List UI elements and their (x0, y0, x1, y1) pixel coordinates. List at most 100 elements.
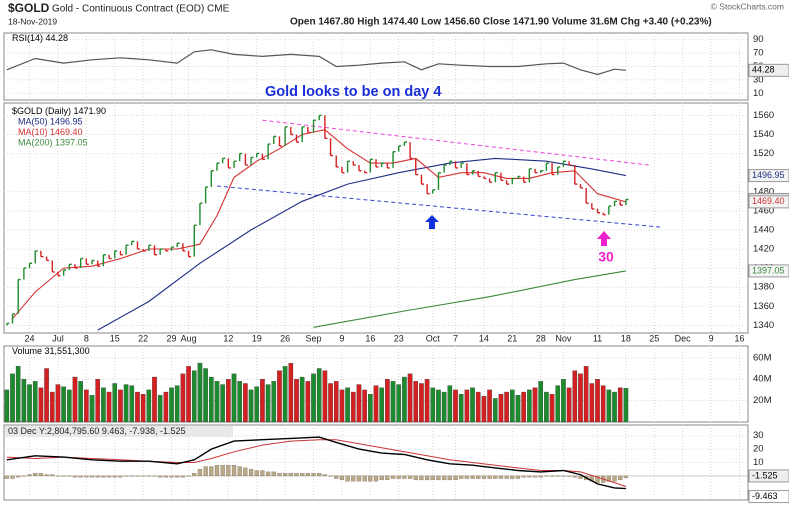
histogram-bar (521, 475, 526, 478)
volume-bar (583, 366, 589, 423)
volume-bar (561, 379, 566, 423)
histogram-bar (78, 475, 83, 478)
volume-bar (140, 394, 146, 423)
price-bar (199, 202, 203, 226)
price-bar (534, 168, 538, 174)
volume-bar (521, 391, 526, 423)
price-bar (97, 260, 101, 267)
price-bar (346, 160, 351, 173)
volume-bar (385, 379, 390, 423)
volume-bar (265, 384, 271, 423)
histogram-bar (379, 475, 384, 481)
price-bar (142, 248, 146, 252)
volume-bar (282, 366, 288, 423)
x-tick-label: Sep (306, 333, 322, 343)
price-bar (409, 142, 413, 160)
price-bar (466, 163, 470, 176)
price-bar (273, 135, 277, 145)
legend-name: MA(10) (18, 127, 48, 137)
histogram-bar (430, 475, 435, 481)
x-tick-label: 9 (339, 333, 344, 343)
histogram-bar (538, 475, 543, 478)
x-tick-label: Aug (181, 333, 197, 343)
histogram-bar (38, 473, 44, 477)
quote: Open 1467.80 High 1474.40 Low 1456.60 Cl… (290, 17, 712, 28)
price-bar (608, 205, 612, 215)
histogram-bar (549, 475, 555, 477)
volume-bar (453, 389, 458, 423)
x-tick-label: 26 (280, 333, 290, 343)
x-tick-label: Oct (426, 333, 441, 343)
price-bar (324, 115, 328, 140)
y-tick-label: 1380 (753, 282, 774, 293)
price-bar (74, 264, 78, 269)
volume-bar (612, 391, 617, 423)
volume-bar (390, 381, 396, 423)
price-bar (562, 160, 566, 167)
y-tick-label: 60M (753, 352, 772, 363)
histogram-bar (55, 475, 61, 477)
price-bar (290, 126, 294, 136)
price-bar (522, 176, 527, 183)
blue-arrow (425, 215, 439, 229)
volume-bar (600, 385, 606, 423)
histogram-bar (271, 471, 276, 477)
volume-bar (271, 381, 277, 423)
price-bar (449, 160, 453, 166)
histogram-bar (527, 475, 532, 478)
histogram-bar (334, 475, 339, 479)
value-box-label: -1.525 (752, 470, 778, 480)
histogram-bar (436, 475, 441, 481)
legend-value: 44.28 (46, 33, 69, 43)
histogram-bar (27, 474, 32, 477)
price-bar (545, 162, 549, 171)
value-box-label: 1469.40 (752, 196, 785, 206)
volume-bar (498, 394, 504, 423)
price-bar (238, 152, 243, 162)
volume-bar (368, 394, 373, 423)
histogram-bar (532, 475, 538, 478)
price-bar (176, 242, 180, 248)
histogram-bar (282, 473, 288, 477)
volume-bar (89, 395, 95, 423)
price-bar (68, 263, 72, 271)
histogram-bar (300, 473, 305, 477)
histogram-bar (152, 475, 157, 477)
histogram-bar (95, 475, 100, 478)
volume-bar (333, 381, 339, 423)
volume-bar (339, 389, 345, 423)
volume-bar (197, 362, 203, 423)
value-box-label: -9.463 (752, 491, 778, 501)
histogram-bar (175, 475, 180, 478)
histogram-bar (288, 473, 293, 477)
volume-bar (379, 387, 384, 423)
y-tick-label: 20 (753, 444, 764, 455)
legend-entry: RSI(14) 44.28 (12, 33, 68, 43)
price-bar (165, 248, 169, 252)
legend-name: RSI(14) (12, 33, 43, 43)
histogram-bar (61, 475, 66, 477)
value-box (748, 264, 789, 278)
volume-bar (402, 376, 407, 423)
value-box (748, 469, 789, 483)
histogram-bar (214, 465, 220, 477)
price-bar (34, 250, 38, 264)
volume-bar (112, 383, 118, 423)
price-bar (17, 278, 21, 314)
price-bar (329, 138, 334, 157)
volume-bar (220, 384, 225, 423)
histogram-bar (123, 475, 129, 477)
volume-bar (407, 373, 413, 423)
price-bar (261, 153, 265, 161)
legend-entry: Volume 31,551,300 (12, 346, 90, 356)
x-tick-label: 16 (734, 333, 744, 343)
volume-bar (226, 379, 231, 423)
value-box (748, 169, 789, 183)
price-bar (403, 141, 407, 146)
histogram-bar (317, 473, 322, 477)
legend-entry: MA(50) 1496.95 (18, 117, 83, 127)
legend-value: 31,551,300 (45, 346, 90, 356)
price-bar (91, 259, 95, 265)
histogram-bar (135, 475, 140, 477)
histogram-bar (112, 475, 117, 478)
